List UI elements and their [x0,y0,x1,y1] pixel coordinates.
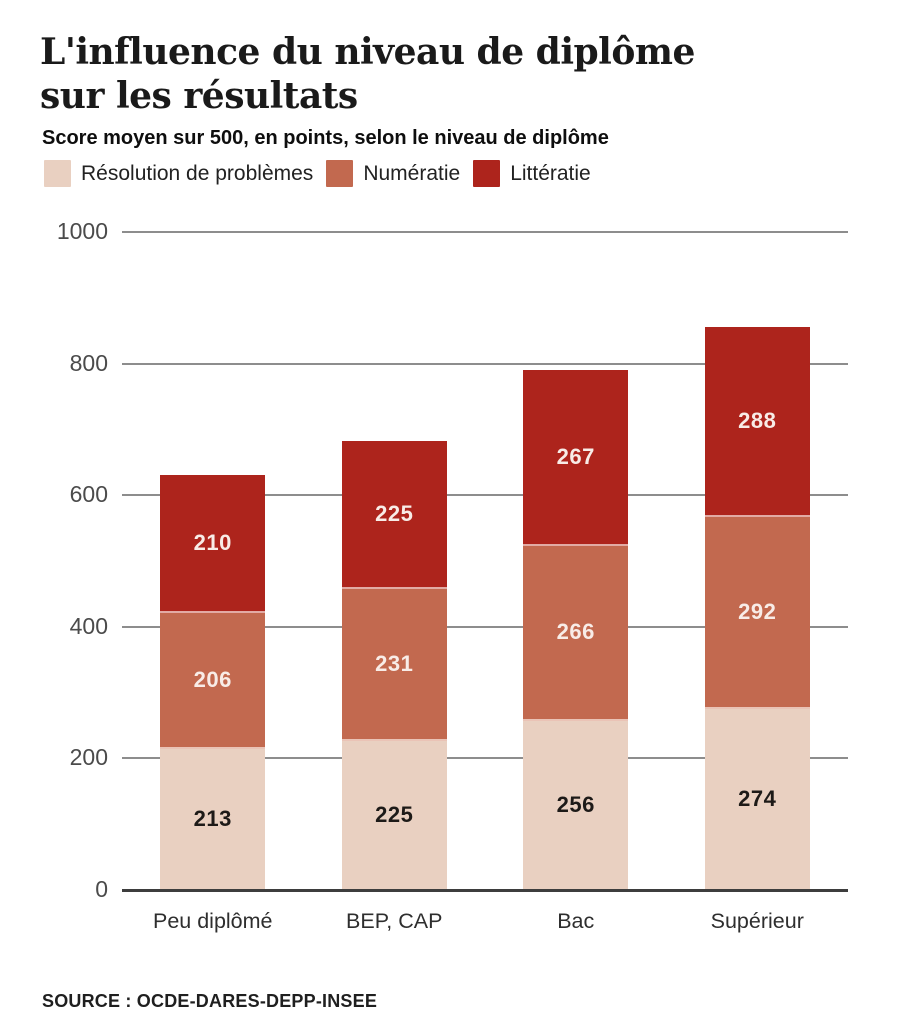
x-axis-baseline [122,888,848,892]
bar-segment: 213 [160,748,266,889]
bar-value-label: 267 [556,443,595,469]
bar-segment: 288 [704,327,810,517]
legend-label: Résolution de problèmes [81,161,314,185]
gridline-1000 [122,231,848,233]
legend-item-2: Numératie [326,160,460,187]
bar-value-label: 292 [738,598,777,624]
bar-value-label: 225 [375,801,414,827]
y-tick-label-0: 0 [95,875,108,902]
bar-value-label: 274 [738,785,777,811]
legend-label: Numératie [363,161,461,185]
bar-segment: 206 [160,613,266,749]
chart-subtitle: Score moyen sur 500, en points, selon le… [42,127,609,149]
title-line-1: L'influence du niveau de diplôme [40,31,695,74]
title-line-2: sur les résultats [40,75,358,118]
bar-segment: 292 [704,516,810,709]
bar-value-label: 231 [375,650,414,676]
bar-segment: 210 [160,475,266,614]
bar-value-label: 225 [375,500,414,526]
bar-value-label: 210 [193,530,232,556]
legend-swatch-icon [44,160,71,187]
bar-segment: 256 [523,720,629,889]
legend-swatch-icon [326,160,354,187]
legend-swatch-icon [473,160,501,187]
gridline-800 [122,362,848,365]
bar-segment: 231 [341,588,447,741]
gridline-400 [122,625,848,628]
legend-item-3: Littératie [473,160,591,187]
bar-segment: 225 [341,440,447,589]
bar-4: 274 292 288 [704,327,810,889]
bar-value-label: 266 [556,619,595,645]
x-axis-label: Peu diplômé [152,909,273,933]
y-tick-label-200: 200 [69,744,108,771]
bar-value-label: 288 [738,407,777,433]
bar-segment: 266 [523,545,629,721]
page-title: L'influence du niveau de diplôme sur les … [40,30,780,118]
legend-item-1: Résolution de problèmes [44,160,313,187]
bar-segment: 267 [523,369,629,546]
bar-value-label: 256 [556,791,595,817]
bar-value-label: 213 [193,805,232,831]
y-tick-label-800: 800 [69,349,108,376]
x-axis-label: Supérieur [710,909,804,933]
x-axis-label: BEP, CAP [346,909,443,933]
source-note: SOURCE : OCDE-DARES-DEPP-INSEE [42,991,378,1011]
bar-segment: 274 [704,708,810,889]
y-tick-label-1000: 1000 [56,217,108,244]
bar-value-label: 206 [193,667,232,693]
y-tick-label-400: 400 [69,612,108,639]
bar-1: 213 206 210 [160,475,266,889]
bar-segment: 225 [341,740,447,889]
legend: Résolution de problèmes Numératie Littérat… [44,160,591,187]
y-tick-label-600: 600 [69,481,108,508]
gridline-200 [122,757,848,760]
legend-label: Littératie [510,161,591,185]
bar-2: 225 231 225 [341,440,447,889]
x-axis-label: Bac [557,909,595,933]
gridline-600 [122,494,848,497]
bar-3: 256 266 267 [523,369,629,889]
